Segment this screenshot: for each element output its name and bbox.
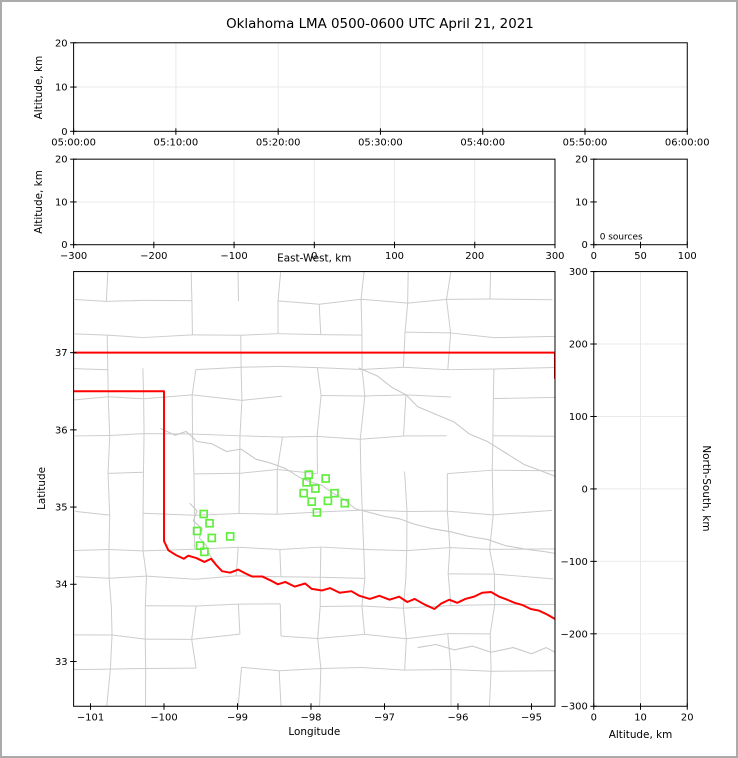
y-tick-label: 0 bbox=[581, 484, 587, 495]
lma-station-marker bbox=[199, 509, 209, 519]
lma-station-marker bbox=[340, 498, 350, 508]
y-tick-label: −100 bbox=[561, 557, 588, 568]
panel-source-histogram: 0 50 100 0 10 20 bbox=[575, 155, 697, 262]
x-tick-label: 0 bbox=[311, 251, 317, 262]
panel-northsouth-height: 0 10 20 −300 −200 −100 0 100 200 300 bbox=[561, 267, 694, 724]
x-tick-label: −98 bbox=[300, 713, 321, 724]
eastwest-height-xlabel: East-West, km bbox=[277, 253, 351, 265]
river-line bbox=[358, 367, 555, 477]
x-tick-label: 05:50:00 bbox=[563, 138, 608, 149]
y-tick-label: 36 bbox=[55, 425, 68, 436]
figure-title: Oklahoma LMA 0500-0600 UTC April 21, 202… bbox=[226, 17, 534, 32]
x-tick-label: 50 bbox=[634, 251, 647, 262]
x-tick-label: −200 bbox=[140, 251, 167, 262]
x-tick-label: −100 bbox=[220, 251, 247, 262]
lma-station-marker bbox=[299, 488, 308, 498]
lma-station-marker bbox=[192, 526, 202, 536]
lma-station-marker bbox=[195, 541, 205, 550]
map-layers bbox=[73, 271, 555, 707]
y-tick-label: 33 bbox=[55, 657, 68, 668]
y-tick-label: 20 bbox=[55, 155, 68, 166]
map-ylabel: Latitude bbox=[36, 467, 48, 510]
y-tick-label: 0 bbox=[581, 240, 587, 251]
ns-height-ylabel: North-South, km bbox=[700, 445, 712, 531]
y-tick-label: 35 bbox=[55, 503, 68, 514]
x-tick-label: 100 bbox=[678, 251, 697, 262]
x-tick-label: −97 bbox=[374, 713, 395, 724]
lma-station-marker bbox=[225, 532, 235, 541]
lma-station-marker bbox=[323, 496, 333, 506]
x-tick-label: 05:30:00 bbox=[358, 138, 403, 149]
y-tick-label: 34 bbox=[55, 580, 68, 591]
time-height-ylabel: Altitude, km bbox=[33, 56, 45, 120]
y-tick-label: 200 bbox=[569, 339, 588, 350]
eastwest-height-ylabel: Altitude, km bbox=[33, 170, 45, 234]
oklahoma-border-line bbox=[73, 390, 555, 621]
lma-station-marker bbox=[330, 488, 339, 498]
y-tick-label: 10 bbox=[55, 83, 68, 94]
x-tick-label: 0 bbox=[591, 713, 597, 724]
y-tick-label: 37 bbox=[55, 348, 68, 359]
lma-station-marker bbox=[302, 478, 311, 487]
lma-station-marker bbox=[307, 497, 317, 506]
x-tick-label: −99 bbox=[227, 713, 248, 724]
x-tick-label: 05:20:00 bbox=[256, 138, 301, 149]
lma-station-marker bbox=[205, 518, 214, 528]
lma-station-marker bbox=[312, 508, 322, 517]
x-tick-label: −100 bbox=[150, 713, 177, 724]
x-tick-label: −101 bbox=[77, 713, 104, 724]
y-tick-label: −200 bbox=[561, 629, 588, 640]
x-tick-label: 100 bbox=[385, 251, 404, 262]
x-tick-label: 300 bbox=[546, 251, 565, 262]
x-tick-label: 05:00:00 bbox=[51, 138, 96, 149]
lma-station-marker bbox=[207, 533, 217, 543]
lma-station-marker bbox=[200, 547, 209, 557]
x-tick-label: 200 bbox=[465, 251, 484, 262]
source-count-annotation: 0 sources bbox=[600, 233, 643, 243]
y-tick-label: 10 bbox=[575, 197, 588, 208]
panel-time-height: 05:00:00 05:10:00 05:20:00 05:30:00 05:40:00… bbox=[51, 38, 709, 148]
y-tick-label: 300 bbox=[569, 267, 588, 278]
x-tick-label: 0 bbox=[591, 251, 597, 262]
panel-plan-view-map: −101 −100 −99 −98 −97 −96 −95 33 34 35 36 37 bbox=[55, 271, 556, 724]
y-tick-label: 20 bbox=[575, 155, 588, 166]
x-tick-label: 20 bbox=[681, 713, 694, 724]
ns-height-xlabel: Altitude, km bbox=[609, 729, 673, 741]
y-tick-label: 20 bbox=[55, 38, 68, 49]
x-tick-label: 05:10:00 bbox=[154, 138, 199, 149]
x-tick-label: 05:40:00 bbox=[460, 138, 505, 149]
y-tick-label: 0 bbox=[61, 240, 67, 251]
x-tick-label: 06:00:00 bbox=[665, 138, 710, 149]
x-tick-label: 10 bbox=[634, 713, 647, 724]
y-tick-label: 0 bbox=[61, 127, 67, 138]
x-tick-label: −300 bbox=[60, 251, 87, 262]
x-tick-label: −95 bbox=[521, 713, 542, 724]
map-xlabel: Longitude bbox=[288, 726, 340, 738]
x-tick-label: −96 bbox=[447, 713, 468, 724]
panel-eastwest-height: −300 −200 −100 0 100 200 300 0 10 20 bbox=[55, 155, 564, 262]
lma-station-marker bbox=[311, 484, 320, 493]
y-tick-label: −300 bbox=[561, 702, 588, 713]
y-tick-label: 10 bbox=[55, 197, 68, 208]
river-line bbox=[417, 643, 555, 655]
lma-station-marker bbox=[321, 474, 331, 483]
y-tick-label: 100 bbox=[569, 412, 588, 423]
